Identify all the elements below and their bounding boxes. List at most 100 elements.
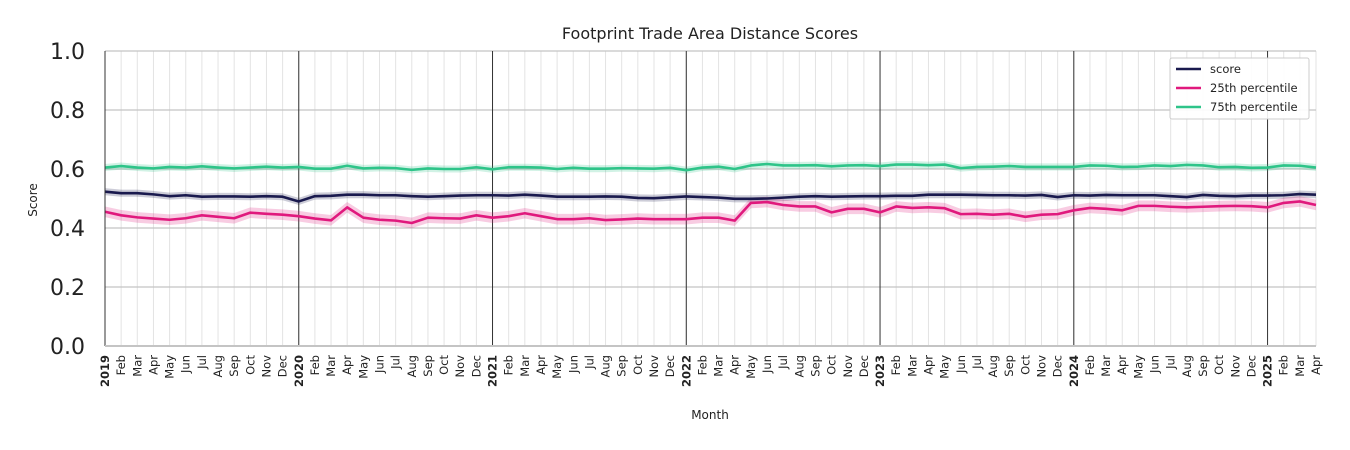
- x-tick-label: May: [1131, 355, 1145, 379]
- x-tick-label: Apr: [146, 355, 160, 375]
- legend-label: 25th percentile: [1210, 81, 1298, 95]
- x-tick-label: Jun: [954, 355, 968, 374]
- x-tick-label-year: 2024: [1067, 355, 1081, 387]
- x-tick-label: Jun: [179, 355, 193, 374]
- x-tick-label-year: 2022: [679, 355, 693, 387]
- x-tick-label: Jun: [1148, 355, 1162, 374]
- x-tick-label: Oct: [825, 355, 839, 375]
- x-tick-label: Apr: [728, 355, 742, 375]
- x-tick-label: Dec: [1051, 355, 1065, 377]
- x-tick-label: Sep: [1196, 355, 1210, 377]
- x-tick-label: May: [938, 355, 952, 379]
- x-tick-label: Nov: [841, 355, 855, 378]
- x-tick-label: Nov: [1035, 355, 1049, 378]
- x-tick-label: Mar: [130, 355, 144, 377]
- series-band: [105, 196, 1316, 229]
- y-tick-label: 0.4: [50, 217, 85, 242]
- x-tick-label: Jul: [776, 355, 790, 370]
- x-tick-label: May: [163, 355, 177, 379]
- x-tick-label: Mar: [518, 355, 532, 377]
- legend-label: score: [1210, 62, 1241, 76]
- legend-box: [1169, 57, 1310, 120]
- x-tick-label: Aug: [211, 355, 225, 377]
- x-tick-label-year: 2020: [292, 355, 306, 387]
- y-tick-label: 0.8: [50, 99, 85, 124]
- axes: [104, 51, 1316, 347]
- x-tick-label: Apr: [534, 355, 548, 375]
- x-tick-label: Oct: [437, 355, 451, 375]
- x-tick-label: Jul: [389, 355, 403, 370]
- x-tick-label: Mar: [324, 355, 338, 377]
- x-tick-label: Apr: [921, 355, 935, 375]
- x-tick-label: Feb: [889, 355, 903, 375]
- x-tick-label: Nov: [259, 355, 273, 378]
- x-tick-label: Dec: [469, 355, 483, 377]
- y-tick-label: 0.2: [50, 276, 85, 301]
- x-tick-labels: 2019 Feb Mar Apr May Jun Jul Aug Sep Oct Nov Dec 202…: [98, 355, 1323, 387]
- x-tick-label: Apr: [340, 355, 354, 375]
- y-tick-label: 0.0: [50, 335, 85, 360]
- x-tick-label: Sep: [421, 355, 435, 377]
- x-tick-label: Oct: [243, 355, 257, 375]
- x-tick-label: Dec: [857, 355, 871, 377]
- y-tick-labels: 0.0 0.2 0.4 0.6 0.8 1.0: [50, 40, 85, 360]
- x-tick-label: Mar: [1293, 355, 1307, 377]
- x-tick-label: Feb: [502, 355, 516, 375]
- series-line: [104, 162, 1317, 172]
- x-tick-label: Aug: [792, 355, 806, 377]
- x-tick-label: Feb: [114, 355, 128, 375]
- x-tick-label: Sep: [615, 355, 629, 377]
- x-tick-label: Jul: [582, 355, 596, 370]
- legend-label: 75th percentile: [1210, 100, 1298, 114]
- x-tick-label-year: 2019: [98, 355, 112, 387]
- x-tick-label: Dec: [1244, 355, 1258, 377]
- legend: score 25th percentile 75th percentile: [1169, 57, 1310, 120]
- x-tick-label-year: 2023: [873, 355, 887, 387]
- x-tick-label: Mar: [1099, 355, 1113, 377]
- x-tick-label: Apr: [1309, 355, 1323, 375]
- x-tick-label: Nov: [1228, 355, 1242, 378]
- x-tick-label: Jun: [760, 355, 774, 374]
- x-tick-label: Feb: [695, 355, 709, 375]
- x-tick-label: Dec: [276, 355, 290, 377]
- x-tick-label: Feb: [1083, 355, 1097, 375]
- series-line: [104, 190, 1317, 203]
- x-tick-label: Feb: [308, 355, 322, 375]
- x-tick-label-year: 2025: [1261, 355, 1275, 387]
- y-tick-label: 1.0: [50, 40, 85, 65]
- x-tick-label: Sep: [808, 355, 822, 377]
- x-tick-label: Aug: [1180, 355, 1194, 377]
- x-tick-label: May: [356, 355, 370, 379]
- x-tick-label: Aug: [599, 355, 613, 377]
- chart-title: Footprint Trade Area Distance Scores: [562, 24, 858, 43]
- y-tick-label: 0.6: [50, 158, 85, 183]
- year-separators: [298, 51, 1269, 346]
- x-tick-label: Oct: [1018, 355, 1032, 375]
- x-tick-label: Aug: [986, 355, 1000, 377]
- series-line: [104, 200, 1317, 225]
- x-tick-label: Dec: [663, 355, 677, 377]
- x-tick-label: May: [744, 355, 758, 379]
- x-tick-label: Feb: [1277, 355, 1291, 375]
- x-tick-label: Nov: [453, 355, 467, 378]
- x-tick-label: Jun: [566, 355, 580, 374]
- x-tick-label: May: [550, 355, 564, 379]
- x-tick-label: Mar: [905, 355, 919, 377]
- x-tick-label: Apr: [1115, 355, 1129, 375]
- x-tick-label: Jul: [195, 355, 209, 370]
- x-tick-label-year: 2021: [486, 355, 500, 387]
- x-tick-label: Jul: [1164, 355, 1178, 370]
- x-tick-label: Oct: [1212, 355, 1226, 375]
- x-tick-label: Sep: [1002, 355, 1016, 377]
- y-axis-label: Score: [26, 183, 40, 217]
- x-tick-label: Jul: [970, 355, 984, 370]
- x-axis-label: Month: [691, 408, 729, 422]
- series-lines: [104, 162, 1317, 225]
- x-tick-label: Sep: [227, 355, 241, 377]
- x-tick-label: Oct: [631, 355, 645, 375]
- x-tick-label: Jun: [372, 355, 386, 374]
- x-tick-label: Aug: [405, 355, 419, 377]
- x-tick-label: Nov: [647, 355, 661, 378]
- x-tick-label: Mar: [712, 355, 726, 377]
